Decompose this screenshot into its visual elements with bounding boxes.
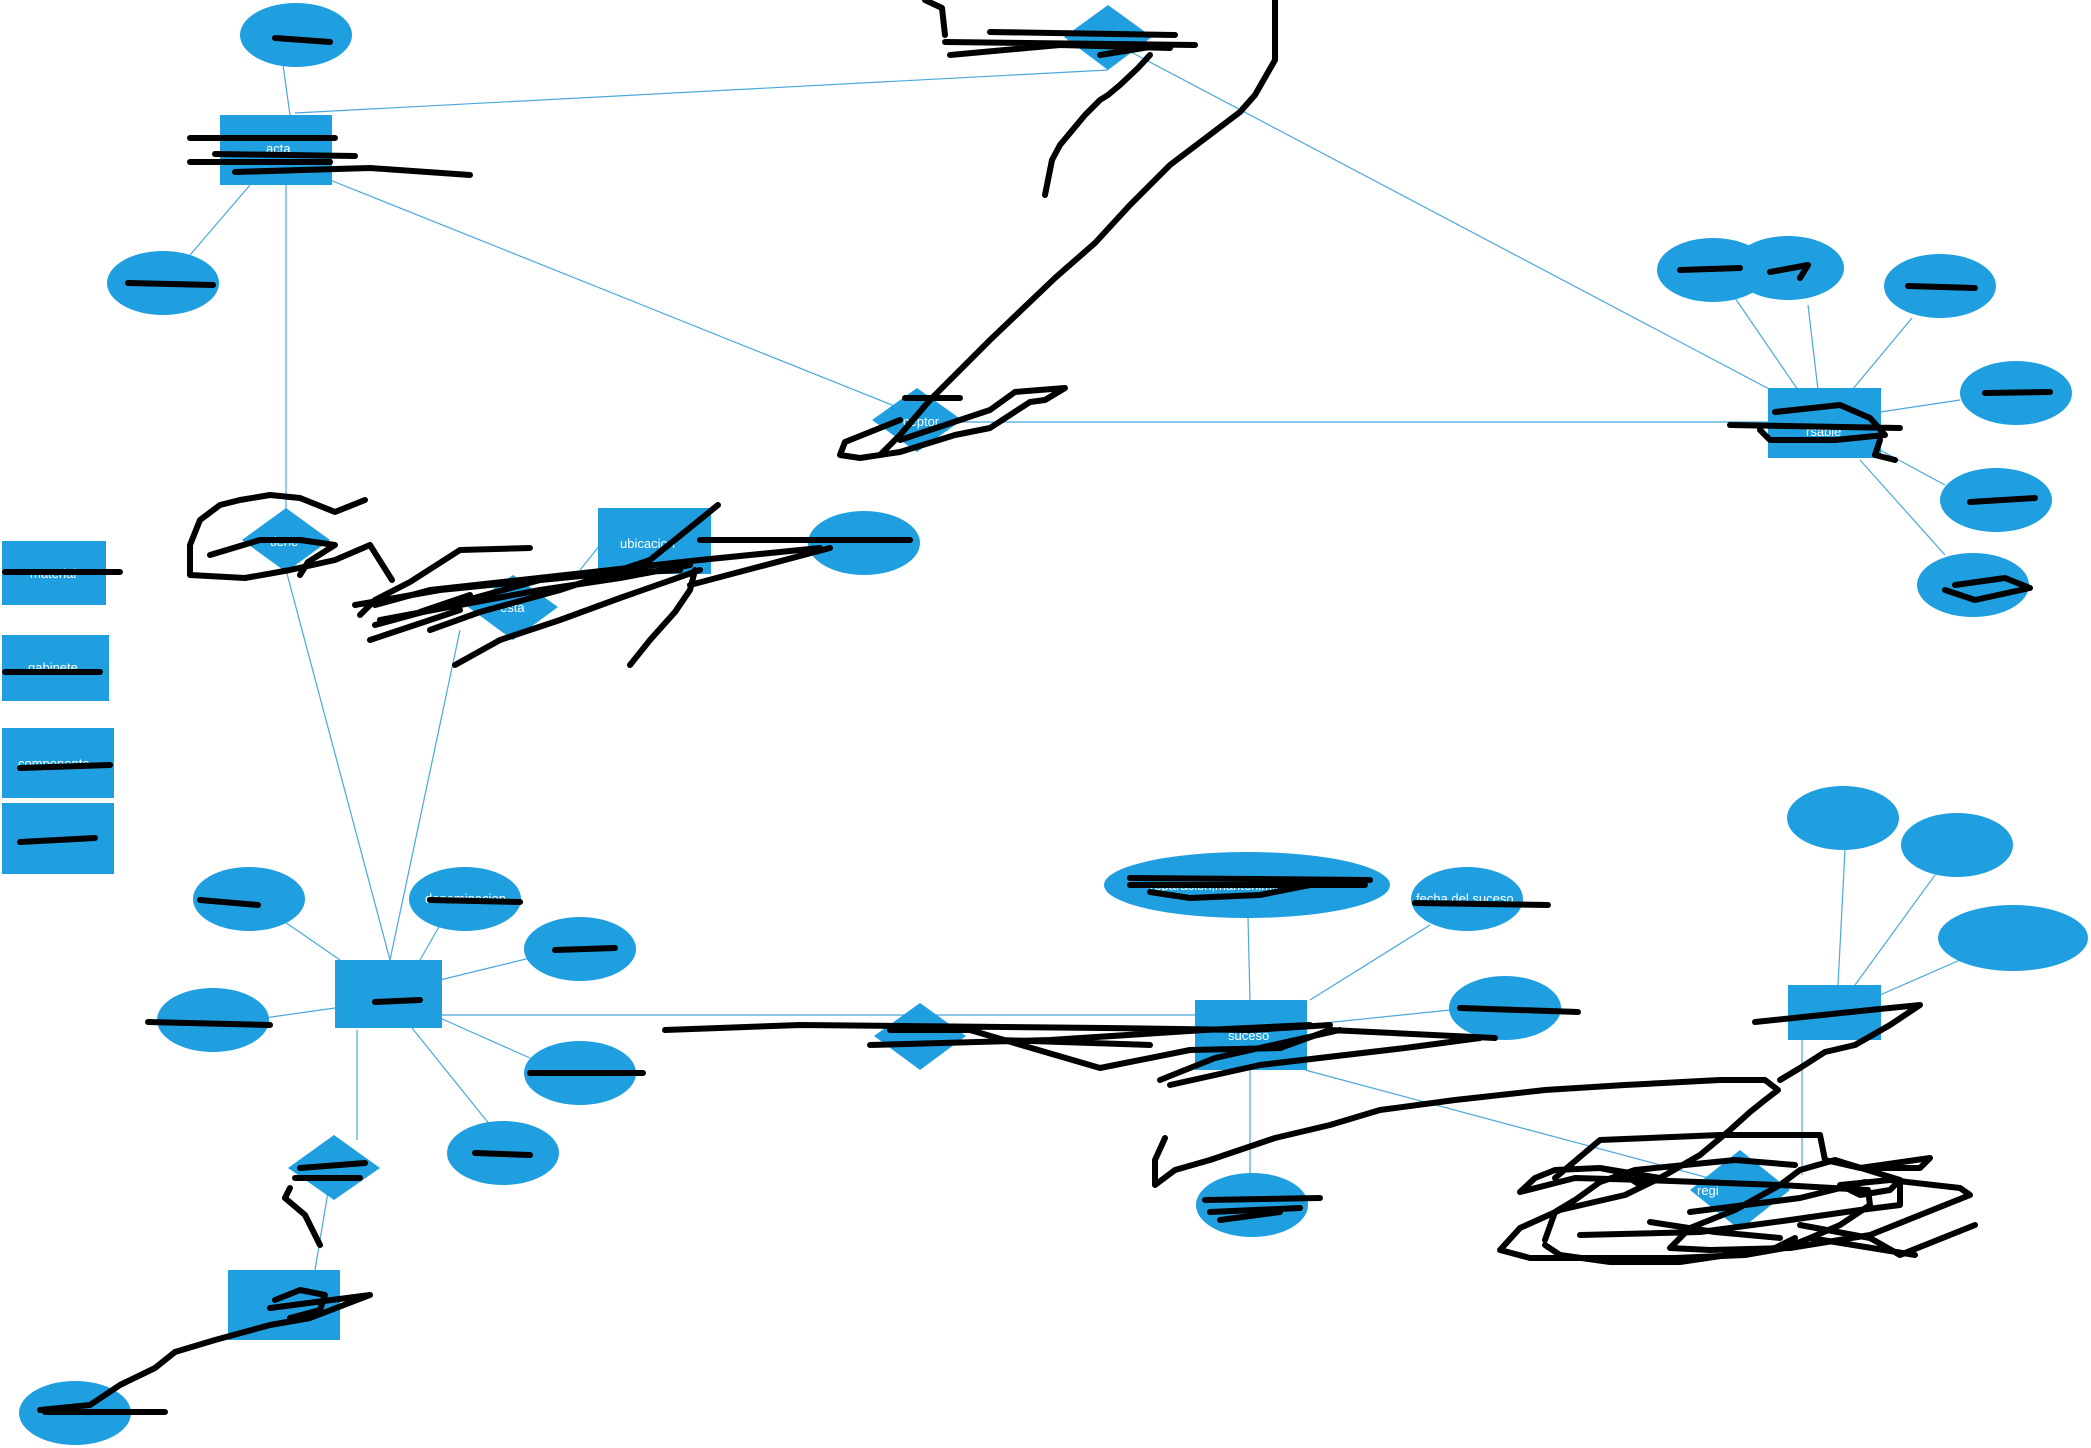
scribble xyxy=(837,385,1068,461)
scribble xyxy=(877,0,1278,458)
scribble xyxy=(1127,875,1373,901)
edge xyxy=(1879,449,1946,486)
edge xyxy=(1851,317,1913,391)
edge xyxy=(411,1027,491,1126)
edge xyxy=(1837,849,1846,986)
edge xyxy=(419,924,441,961)
edge xyxy=(1734,297,1799,391)
scribble xyxy=(145,897,646,1158)
scribble xyxy=(662,1022,1498,1088)
edge xyxy=(1107,39,1791,401)
scribble xyxy=(1202,1195,1323,1223)
edge xyxy=(294,69,1109,114)
attribute-ellipse[interactable] xyxy=(1196,1173,1308,1237)
attribute-ellipse[interactable] xyxy=(157,988,269,1052)
attribute-ellipse[interactable] xyxy=(1411,867,1523,931)
edge xyxy=(439,957,531,981)
relation-top[interactable] xyxy=(1064,5,1152,70)
entity-equipo[interactable] xyxy=(335,960,442,1028)
edge xyxy=(579,544,601,571)
scribble xyxy=(282,997,423,1248)
scribble xyxy=(125,280,216,288)
edge xyxy=(389,629,461,961)
edge xyxy=(1859,459,1946,556)
legend-gabinete[interactable] xyxy=(2,635,109,701)
scribble xyxy=(37,1287,373,1415)
relationship-nodes xyxy=(242,5,1790,1230)
attribute-ellipse[interactable] xyxy=(193,867,305,931)
edge xyxy=(285,569,391,961)
scribble xyxy=(1677,262,2053,603)
scribble xyxy=(1542,1157,1798,1265)
edge xyxy=(439,1017,531,1059)
scribble xyxy=(187,492,395,583)
scribble xyxy=(272,35,333,45)
edge xyxy=(282,64,291,116)
attribute-ellipse[interactable] xyxy=(240,3,352,67)
scribble xyxy=(1727,402,1903,463)
label-registro: regi xyxy=(1697,1183,1719,1198)
relation-receptor[interactable] xyxy=(872,388,962,452)
edge xyxy=(1247,917,1251,1001)
attribute-ellipse[interactable] xyxy=(1901,813,2013,877)
scribble xyxy=(1577,1157,1978,1258)
edge xyxy=(1807,304,1819,391)
edge xyxy=(1309,924,1431,1001)
edge xyxy=(1854,874,1936,986)
scribble xyxy=(1042,52,1153,198)
edge xyxy=(329,179,918,416)
relation-middle[interactable] xyxy=(874,1003,966,1070)
attribute-ellipse[interactable] xyxy=(1787,786,1899,850)
scribble xyxy=(942,29,1198,58)
scribble xyxy=(187,135,473,178)
entity-responsable[interactable] xyxy=(1768,388,1881,458)
edge xyxy=(1879,959,1961,996)
edge xyxy=(281,919,341,961)
scribble xyxy=(367,537,913,643)
freehand-scribbles xyxy=(2,0,2053,1415)
diagram-edges xyxy=(189,39,1961,1271)
attribute-ellipse[interactable] xyxy=(1938,905,2088,971)
scribble xyxy=(1412,900,1923,1083)
edge xyxy=(1879,399,1961,413)
edge xyxy=(189,184,251,256)
attribute-nodes xyxy=(19,3,2088,1445)
